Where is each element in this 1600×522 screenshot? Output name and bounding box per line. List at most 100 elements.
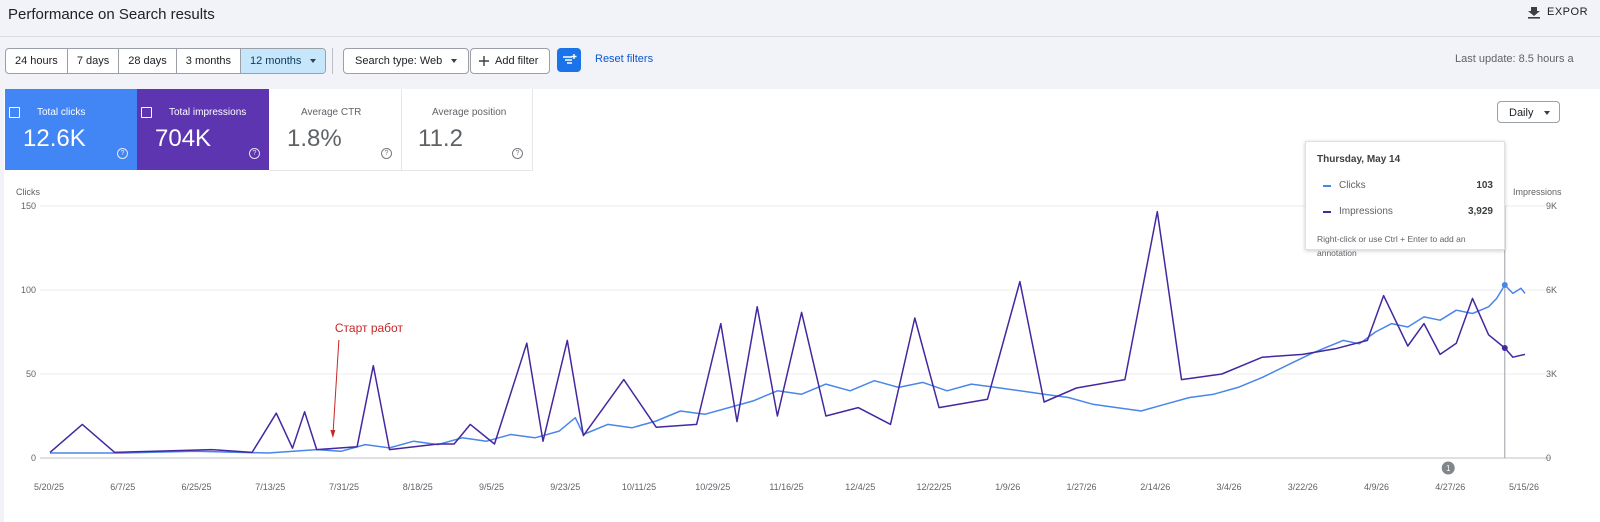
series-line-clicks: [50, 284, 1526, 454]
divider: [332, 48, 333, 74]
x-tick-label: 2/14/26: [1140, 482, 1170, 492]
help-icon[interactable]: ?: [512, 148, 523, 159]
x-tick-label: 10/11/25: [622, 482, 656, 492]
metric-card-average-position[interactable]: Average position 11.2 ?: [400, 89, 533, 171]
range-7-days[interactable]: 7 days: [68, 49, 120, 73]
y-tick-label-right: 6K: [1546, 285, 1557, 295]
date-range-group: 24 hours 7 days 28 days 3 months 12 mont…: [5, 48, 327, 74]
annotation-arrowhead: [330, 430, 336, 438]
granularity-dropdown[interactable]: Daily: [1497, 101, 1560, 123]
range-3-months[interactable]: 3 months: [177, 49, 242, 73]
x-tick-label: 9/5/25: [479, 482, 504, 492]
x-tick-label: 5/15/26: [1509, 482, 1539, 492]
y-tick-label-right: 9K: [1546, 201, 1557, 211]
x-tick-label: 12/4/25: [845, 482, 875, 492]
metric-label: Total clicks: [9, 107, 85, 118]
last-update-text: Last update: 8.5 hours a: [1455, 53, 1574, 65]
tooltip-clicks-label: Clicks: [1339, 180, 1366, 191]
reset-filters-link[interactable]: Reset filters: [595, 53, 654, 65]
annotation-label: Старт работ: [335, 321, 404, 335]
x-tick-label: 6/25/25: [181, 482, 211, 492]
x-tick-label: 7/31/25: [329, 482, 359, 492]
checkbox-checked-icon: [9, 107, 20, 118]
metric-value: 1.8%: [287, 125, 342, 152]
x-tick-label: 3/4/26: [1216, 482, 1241, 492]
x-tick-label: 4/27/26: [1435, 482, 1465, 492]
y-tick-label-right: 3K: [1546, 369, 1557, 379]
filter-settings-button[interactable]: [557, 48, 581, 72]
x-tick-label: 10/29/25: [695, 482, 730, 492]
clicks-swatch: [1323, 185, 1331, 187]
search-type-dropdown[interactable]: Search type: Web: [343, 48, 470, 74]
metric-value: 704K: [155, 125, 212, 152]
tooltip-note: Right-click or use Ctrl + Enter to add a…: [1317, 234, 1466, 258]
x-tick-label: 6/7/25: [110, 482, 135, 492]
chevron-down-icon: [310, 59, 317, 64]
x-tick-label: 12/22/25: [916, 482, 951, 492]
granularity-label: Daily: [1509, 107, 1534, 119]
metric-label: Average position: [432, 107, 507, 118]
tooltip-row-clicks: Clicks 103: [1317, 180, 1493, 194]
y-tick-label-left: 150: [21, 201, 36, 211]
metric-card-total-impressions[interactable]: Total impressions 704K ?: [137, 89, 269, 170]
tooltip-date: Thursday, May 14: [1317, 154, 1401, 165]
range-12-months-label: 12 months: [250, 55, 302, 67]
metric-value: 11.2: [418, 125, 463, 152]
x-tick-label: 1/9/26: [995, 482, 1020, 492]
checkbox-checked-icon: [141, 107, 152, 118]
tooltip-impressions-value: 3,929: [1467, 206, 1493, 217]
y-axis-label-left: Clicks: [16, 187, 40, 197]
metric-label-wrap: Total clicks: [9, 107, 85, 118]
hover-point-clicks: [1501, 281, 1508, 288]
filter-icon: [563, 54, 577, 64]
y-tick-label-right: 0: [1546, 453, 1551, 463]
range-12-months[interactable]: 12 months: [241, 49, 326, 73]
plus-icon: [479, 56, 489, 66]
export-button[interactable]: EXPOR: [1528, 6, 1589, 19]
add-filter-label: Add filter: [495, 55, 539, 67]
hover-point-impressions: [1501, 344, 1508, 351]
impressions-swatch: [1323, 211, 1331, 213]
x-tick-label: 9/23/25: [550, 482, 580, 492]
help-icon[interactable]: ?: [249, 148, 260, 159]
metric-label: Average CTR: [301, 107, 362, 118]
metric-card-average-ctr[interactable]: Average CTR 1.8% ?: [269, 89, 402, 171]
metric-label-wrap: Average CTR: [287, 107, 361, 118]
y-tick-label-left: 0: [31, 453, 36, 463]
x-tick-label: 3/22/26: [1288, 482, 1318, 492]
tooltip-impressions-label: Impressions: [1339, 206, 1393, 217]
annotation-arrow: [332, 339, 340, 437]
metric-label-wrap: Total impressions: [141, 107, 246, 118]
range-24-hours[interactable]: 24 hours: [6, 49, 68, 73]
x-tick-label: 7/13/25: [255, 482, 285, 492]
metric-card-total-clicks[interactable]: Total clicks 12.6K ?: [5, 89, 137, 170]
metric-value: 12.6K: [23, 125, 86, 152]
annotation-marker-label: 1: [1446, 464, 1451, 473]
x-tick-label: 8/18/25: [403, 482, 433, 492]
add-filter-button[interactable]: Add filter: [470, 48, 551, 74]
range-28-days[interactable]: 28 days: [119, 49, 177, 73]
x-tick-label: 4/9/26: [1364, 482, 1389, 492]
metric-label-wrap: Average position: [418, 107, 506, 118]
export-label: EXPOR: [1547, 6, 1589, 18]
x-tick-label: 5/20/25: [34, 482, 64, 492]
search-type-label: Search type: Web: [355, 55, 443, 67]
y-tick-label-left: 50: [26, 369, 36, 379]
tooltip-clicks-value: 103: [1476, 180, 1493, 191]
annotation-marker: [1441, 461, 1455, 475]
help-icon[interactable]: ?: [117, 148, 128, 159]
series-line-impressions: [49, 210, 1526, 454]
metric-label: Total impressions: [141, 107, 246, 118]
page-header: Performance on Search results EXPOR: [0, 0, 1600, 37]
x-tick-label: 11/16/25: [769, 482, 803, 492]
page-title: Performance on Search results: [8, 6, 215, 23]
y-axis-label-right: Impressions: [1513, 187, 1562, 197]
tooltip-row-impressions: Impressions 3,929: [1317, 206, 1493, 220]
help-icon[interactable]: ?: [381, 148, 392, 159]
chevron-down-icon: [451, 59, 458, 64]
download-icon: [1528, 7, 1540, 19]
y-tick-label-left: 100: [21, 285, 36, 295]
chevron-down-icon: [1544, 111, 1550, 115]
chart-tooltip: Thursday, May 14 Clicks 103 Impressions …: [1305, 141, 1505, 258]
